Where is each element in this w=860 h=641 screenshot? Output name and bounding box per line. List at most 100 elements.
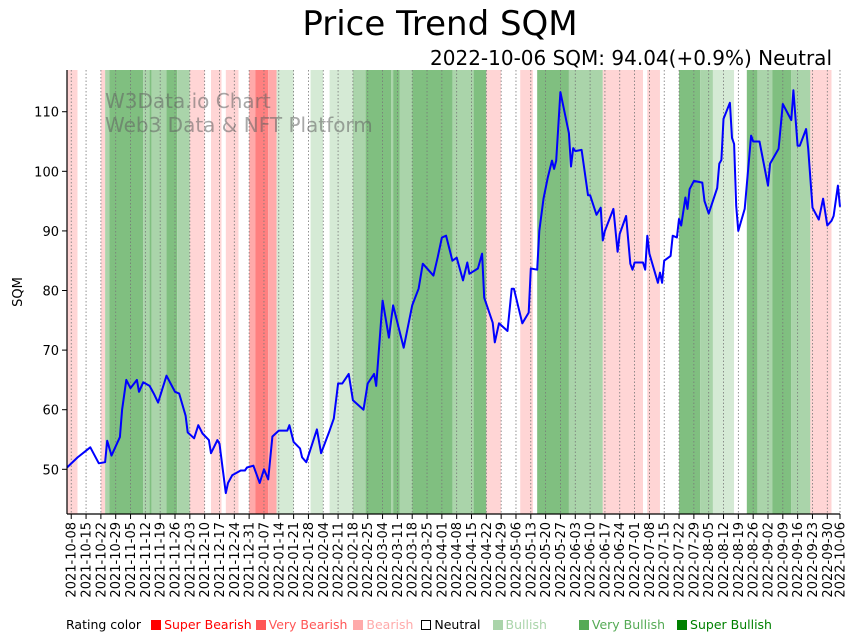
band-bearish	[100, 70, 106, 514]
x-tick-label: 2022-06-10	[584, 522, 599, 598]
y-tick-label: 70	[42, 344, 59, 359]
y-tick-label: 100	[34, 165, 59, 180]
band-bearish	[520, 70, 533, 514]
legend-item: Bullish	[492, 617, 547, 632]
x-tick-label: 2022-01-14	[272, 522, 287, 598]
x-tick-label: 2021-12-17	[213, 522, 228, 598]
band-very-bullish	[391, 70, 394, 514]
legend-swatch	[255, 619, 266, 630]
x-tick-label: 2022-05-06	[509, 522, 524, 598]
x-tick-label: 2022-02-18	[346, 522, 361, 598]
x-tick-label: 2022-06-17	[598, 522, 613, 598]
band-very-bullish	[105, 70, 110, 514]
legend-swatch	[578, 619, 589, 630]
x-tick-label: 2022-03-04	[376, 522, 391, 598]
band-very-bullish	[568, 70, 603, 514]
band-super-bullish	[412, 70, 453, 514]
band-very-bearish	[249, 70, 256, 514]
x-tick-label: 2022-09-09	[776, 522, 791, 598]
legend-swatch	[421, 619, 432, 630]
x-tick-label: 2022-02-11	[332, 522, 347, 598]
band-very-bullish	[177, 70, 190, 514]
x-tick-label: 2022-06-24	[613, 522, 628, 598]
x-tick-label: 2021-12-31	[243, 522, 258, 598]
x-tick-label: 2021-12-10	[198, 522, 213, 598]
rating-legend: Rating color Super Bearish Very Bearish Be…	[66, 617, 772, 632]
x-tick-label: 2022-04-29	[495, 522, 510, 598]
band-bullish	[276, 70, 294, 514]
band-very-bullish	[143, 70, 150, 514]
x-tick-label: 2022-01-28	[302, 522, 317, 598]
legend-item: Super Bearish	[151, 617, 252, 632]
legend-label: Bearish	[366, 617, 414, 632]
x-tick-label: 2022-08-12	[717, 522, 732, 598]
band-bullish	[310, 70, 324, 514]
legend-swatch	[492, 619, 503, 630]
band-bearish	[67, 70, 78, 514]
x-tick-label: 2022-04-15	[465, 522, 480, 598]
legend-item: Super Bullish	[677, 617, 772, 632]
x-tick-label: 2022-01-07	[257, 522, 272, 598]
series-line-sqm	[66, 89, 841, 495]
band-neutral	[532, 70, 538, 514]
band-neutral	[204, 70, 212, 514]
band-super-bullish	[365, 70, 392, 514]
x-tick-label: 2022-07-29	[687, 522, 702, 598]
band-neutral	[323, 70, 330, 514]
legend-item: Bearish	[353, 617, 413, 632]
legend-label: Bullish	[505, 617, 547, 632]
x-tick-label: 2022-05-13	[524, 522, 539, 598]
vertical-gridlines	[70, 70, 841, 514]
x-tick-label: 2022-07-08	[643, 522, 658, 598]
legend-label: Very Bullish	[591, 617, 666, 632]
watermark-line: W3Data.io Chart	[105, 89, 271, 113]
band-super-bullish	[537, 70, 569, 514]
x-tick-label: 2022-03-25	[421, 522, 436, 598]
x-tick-label: 2022-09-02	[761, 522, 776, 598]
x-tick-label: 2021-10-15	[80, 522, 95, 598]
x-tick-label: 2022-07-01	[628, 522, 643, 598]
band-bearish	[189, 70, 205, 514]
y-tick-label: 90	[42, 225, 59, 240]
x-tick-label: 2021-10-22	[94, 522, 109, 598]
band-bearish	[486, 70, 502, 514]
band-neutral	[831, 70, 840, 514]
x-tick-label: 2021-12-24	[228, 522, 243, 598]
legend-swatch	[353, 619, 364, 630]
band-super-bullish	[149, 70, 152, 514]
legend-label: Super Bullish	[690, 617, 772, 632]
band-very-bearish	[268, 70, 277, 514]
legend-label: Very Bearish	[268, 617, 348, 632]
band-very-bullish	[791, 70, 811, 514]
band-very-bullish	[757, 70, 773, 514]
x-tick-label: 2022-07-15	[658, 522, 673, 598]
band-bearish	[211, 70, 222, 514]
x-tick-label: 2022-08-26	[747, 522, 762, 598]
band-bearish	[602, 70, 644, 514]
band-super-bullish	[166, 70, 178, 514]
legend-label: Neutral	[434, 617, 481, 632]
legend-item: Very Bullish	[578, 617, 666, 632]
x-tick-label: 2022-02-25	[361, 522, 376, 598]
x-tick-label: 2022-07-22	[673, 522, 688, 598]
band-very-bullish	[151, 70, 167, 514]
x-tick-label: 2021-11-26	[169, 522, 184, 598]
y-tick-label: 80	[42, 285, 59, 300]
rating-bands	[67, 70, 840, 514]
x-tick-label: 2022-04-08	[450, 522, 465, 598]
band-neutral	[643, 70, 648, 514]
band-super-bearish	[255, 70, 269, 514]
x-tick-label: 2022-01-21	[287, 522, 302, 598]
band-neutral	[734, 70, 747, 514]
band-super-bullish	[746, 70, 758, 514]
x-tick-label: 2022-06-03	[569, 522, 584, 598]
band-super-bullish	[393, 70, 400, 514]
x-tick-label: 2022-09-16	[791, 522, 806, 598]
band-very-bullish	[700, 70, 713, 514]
y-tick-label: 60	[42, 404, 59, 419]
band-super-bullish	[772, 70, 792, 514]
price-series	[66, 89, 841, 495]
band-super-bullish	[109, 70, 144, 514]
